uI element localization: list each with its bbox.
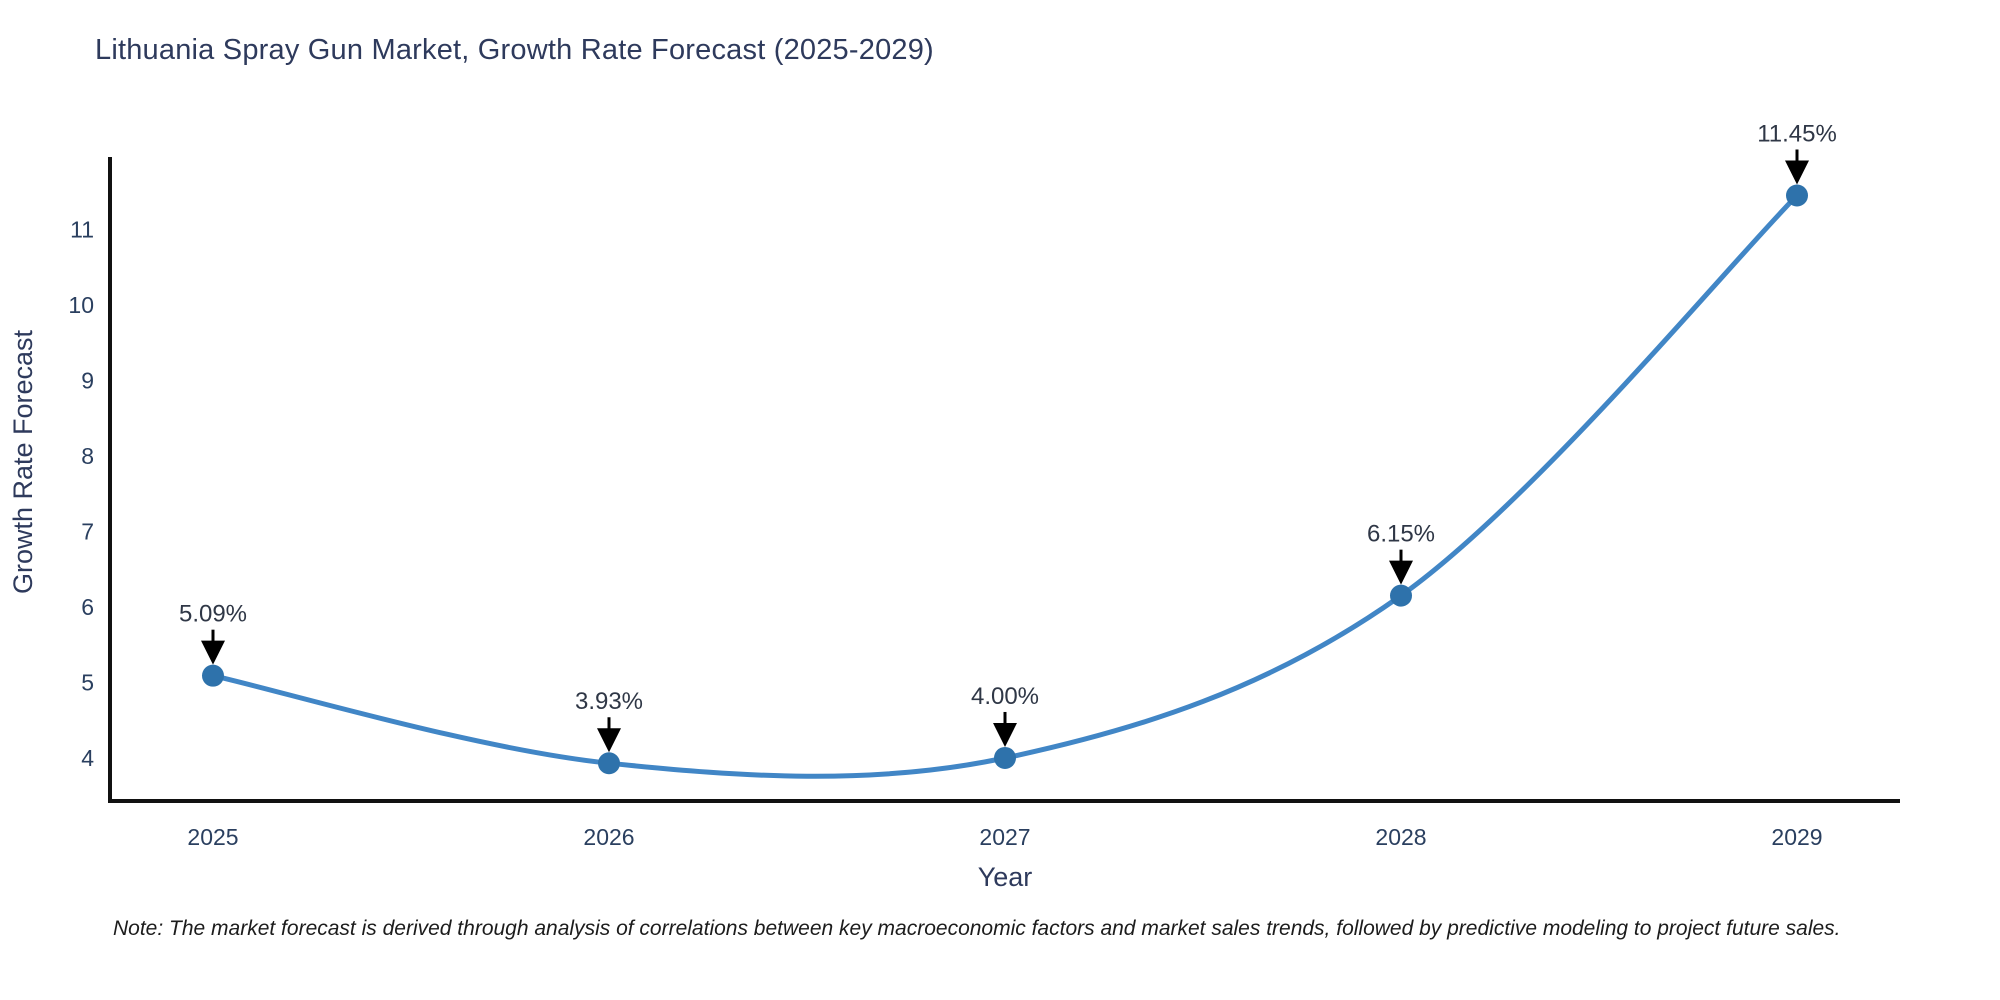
footnote: Note: The market forecast is derived thr… <box>113 917 1841 940</box>
y-tick-label: 9 <box>81 367 94 393</box>
data-line <box>210 193 1800 779</box>
x-tick-label: 2026 <box>583 824 634 850</box>
y-axis-title: Growth Rate Forecast <box>8 329 38 594</box>
y-tick-label: 8 <box>81 443 94 469</box>
y-tick-label: 6 <box>81 594 94 620</box>
annotation-label: 11.45% <box>1757 120 1837 147</box>
x-tick-label: 2028 <box>1375 824 1426 850</box>
forecast-line <box>210 193 1800 779</box>
y-tick-label: 5 <box>81 669 94 695</box>
data-point-marker <box>1786 184 1808 207</box>
y-tick-label: 11 <box>70 216 94 242</box>
x-tick-label: 2029 <box>1771 824 1822 850</box>
data-point-marker <box>1390 584 1412 607</box>
x-tick-label: 2027 <box>979 824 1030 850</box>
data-annotations: 5.09% 3.93% 4.00% 6.15% 11.45% <box>179 120 1837 753</box>
y-tick-label: 10 <box>68 292 94 318</box>
data-point-marker <box>598 752 620 775</box>
data-point-marker <box>202 664 224 687</box>
axis-ticks: 4 5 6 7 8 9 10 11 2025 2026 2027 2028 2029 <box>68 216 1822 850</box>
y-tick-label: 4 <box>81 745 94 771</box>
y-tick-label: 7 <box>81 518 94 544</box>
annotation-label: 6.15% <box>1367 521 1435 548</box>
data-point-marker <box>994 746 1016 769</box>
chart-title: Lithuania Spray Gun Market, Growth Rate … <box>95 34 934 66</box>
data-markers <box>202 184 1808 775</box>
annotation-label: 4.00% <box>971 683 1039 710</box>
x-axis-title: Year <box>978 862 1033 892</box>
annotation-label: 5.09% <box>179 601 247 628</box>
annotation-label: 3.93% <box>575 688 643 715</box>
x-tick-label: 2025 <box>187 824 238 850</box>
